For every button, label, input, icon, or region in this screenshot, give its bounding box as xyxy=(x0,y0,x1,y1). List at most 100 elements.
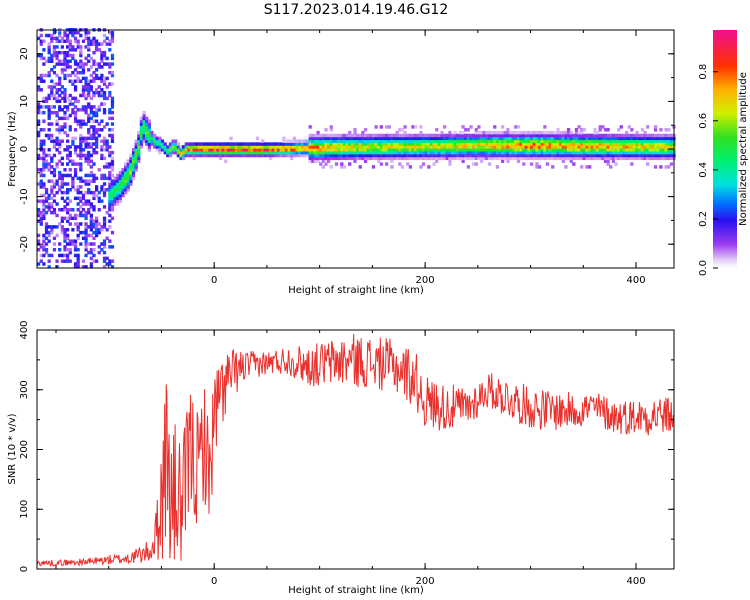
spectrogram-cell xyxy=(60,50,64,55)
spectrogram-cell xyxy=(537,150,542,155)
spectrogram-cell xyxy=(617,156,621,161)
spectrogram-cell xyxy=(516,145,521,149)
spectrogram-cell xyxy=(617,153,621,158)
spectrogram-cell xyxy=(342,150,347,155)
spectrogram-cell xyxy=(493,130,497,135)
spectrogram-cell xyxy=(303,148,307,152)
spectrogram-cell xyxy=(84,182,88,186)
spectrogram-cell xyxy=(363,128,368,132)
spectrogram-cell xyxy=(261,150,265,155)
spectrogram-cell xyxy=(545,145,550,149)
spectrogram-cell xyxy=(545,162,550,166)
spectrogram-cell xyxy=(110,30,115,35)
spectrogram-cell xyxy=(255,142,260,146)
spectrogram-cell xyxy=(39,182,43,186)
spectrogram-cell xyxy=(371,136,376,141)
spectrogram-cell xyxy=(332,145,336,149)
spectrogram-cell xyxy=(516,133,521,138)
spectrogram-cell xyxy=(58,159,62,163)
spectrogram-cell xyxy=(58,150,62,155)
spectrogram-cell xyxy=(435,156,439,161)
spectrogram-cell xyxy=(408,156,412,161)
spectrogram-cell xyxy=(87,233,91,238)
spectrogram-y-tick-label: 0 xyxy=(19,146,30,152)
spectrogram-cell xyxy=(269,150,273,155)
spectrogram-cell xyxy=(369,136,373,141)
spectrogram-cell xyxy=(108,108,112,112)
spectrogram-cell xyxy=(76,233,80,238)
spectrogram-cell xyxy=(147,128,151,132)
spectrogram-cell xyxy=(76,45,80,49)
spectrogram-cell xyxy=(300,153,304,158)
spectrogram-cell xyxy=(47,73,51,78)
spectrogram-cell xyxy=(303,153,307,158)
spectrogram-cell xyxy=(100,119,104,123)
spectrogram-cell xyxy=(158,145,162,149)
spectrogram-cell xyxy=(131,156,136,161)
spectrogram-cell xyxy=(89,165,93,169)
spectrogram-cell xyxy=(345,156,349,161)
spectrogram-cell xyxy=(648,150,652,155)
spectrogram-cell xyxy=(553,133,558,138)
spectrogram-cell xyxy=(282,139,286,143)
spectrogram-cell xyxy=(601,148,605,152)
spectrogram-cell xyxy=(195,142,199,146)
spectrogram-cell xyxy=(116,196,120,201)
spectrogram-cell xyxy=(73,245,78,249)
spectrogram-cell xyxy=(211,148,215,152)
spectrogram-cell xyxy=(71,30,75,35)
spectrogram-cell xyxy=(195,150,199,155)
spectrogram-cell xyxy=(253,150,257,155)
spectrogram-cell xyxy=(137,159,141,163)
spectrogram-cell xyxy=(332,156,336,161)
spectrogram-cell xyxy=(406,153,410,158)
spectrogram-cell xyxy=(97,230,101,235)
spectrogram-cell xyxy=(379,153,383,158)
spectrogram-cell xyxy=(453,150,457,155)
spectrogram-cell xyxy=(221,148,225,152)
spectrogram-cell xyxy=(279,148,283,152)
spectrogram-cell xyxy=(63,62,67,66)
spectrogram-cell xyxy=(121,179,125,183)
spectrogram-cell xyxy=(287,150,291,155)
spectrogram-cell xyxy=(638,133,642,138)
spectrogram-cell xyxy=(110,205,115,209)
spectrogram-cell xyxy=(163,142,167,146)
spectrogram-cell xyxy=(403,133,407,138)
spectrogram-cell xyxy=(253,153,257,158)
spectrogram-cell xyxy=(126,162,130,166)
spectrogram-cell xyxy=(71,79,75,83)
spectrogram-cell xyxy=(308,148,312,152)
spectrogram-cell xyxy=(435,133,439,138)
spectrogram-cell xyxy=(414,156,418,161)
spectrogram-cell xyxy=(142,128,146,132)
spectrogram-cell xyxy=(543,145,547,149)
spectrogram-cell xyxy=(361,156,365,161)
spectrogram-cell xyxy=(105,228,109,232)
spectrogram-cell xyxy=(593,128,597,132)
spectrogram-cell xyxy=(577,150,581,155)
spectrogram-cell xyxy=(595,133,600,138)
spectrogram-cell xyxy=(105,145,109,149)
spectrogram-cell xyxy=(52,208,57,212)
spectrogram-cell xyxy=(92,248,96,252)
spectrogram-cell xyxy=(334,150,339,155)
spectrogram-cell xyxy=(532,136,536,141)
spectrogram-cell xyxy=(614,148,618,152)
spectrogram-cell xyxy=(42,96,46,101)
spectrogram-cell xyxy=(619,153,623,158)
spectrogram-cell xyxy=(448,136,452,141)
spectrogram-cell xyxy=(71,179,75,183)
spectrogram-cell xyxy=(582,133,587,138)
spectrogram-cell xyxy=(453,142,457,146)
spectrogram-cell xyxy=(71,176,75,181)
spectrogram-cell xyxy=(495,153,500,158)
spectrogram-cell xyxy=(361,139,365,143)
spectrogram-cell xyxy=(216,153,220,158)
spectrogram-cell xyxy=(395,148,399,152)
spectrogram-cell xyxy=(421,142,426,146)
spectrogram-cell xyxy=(116,182,120,186)
spectrogram-cell xyxy=(200,148,204,152)
spectrogram-cell xyxy=(271,148,275,152)
spectrogram-cell xyxy=(44,153,49,158)
